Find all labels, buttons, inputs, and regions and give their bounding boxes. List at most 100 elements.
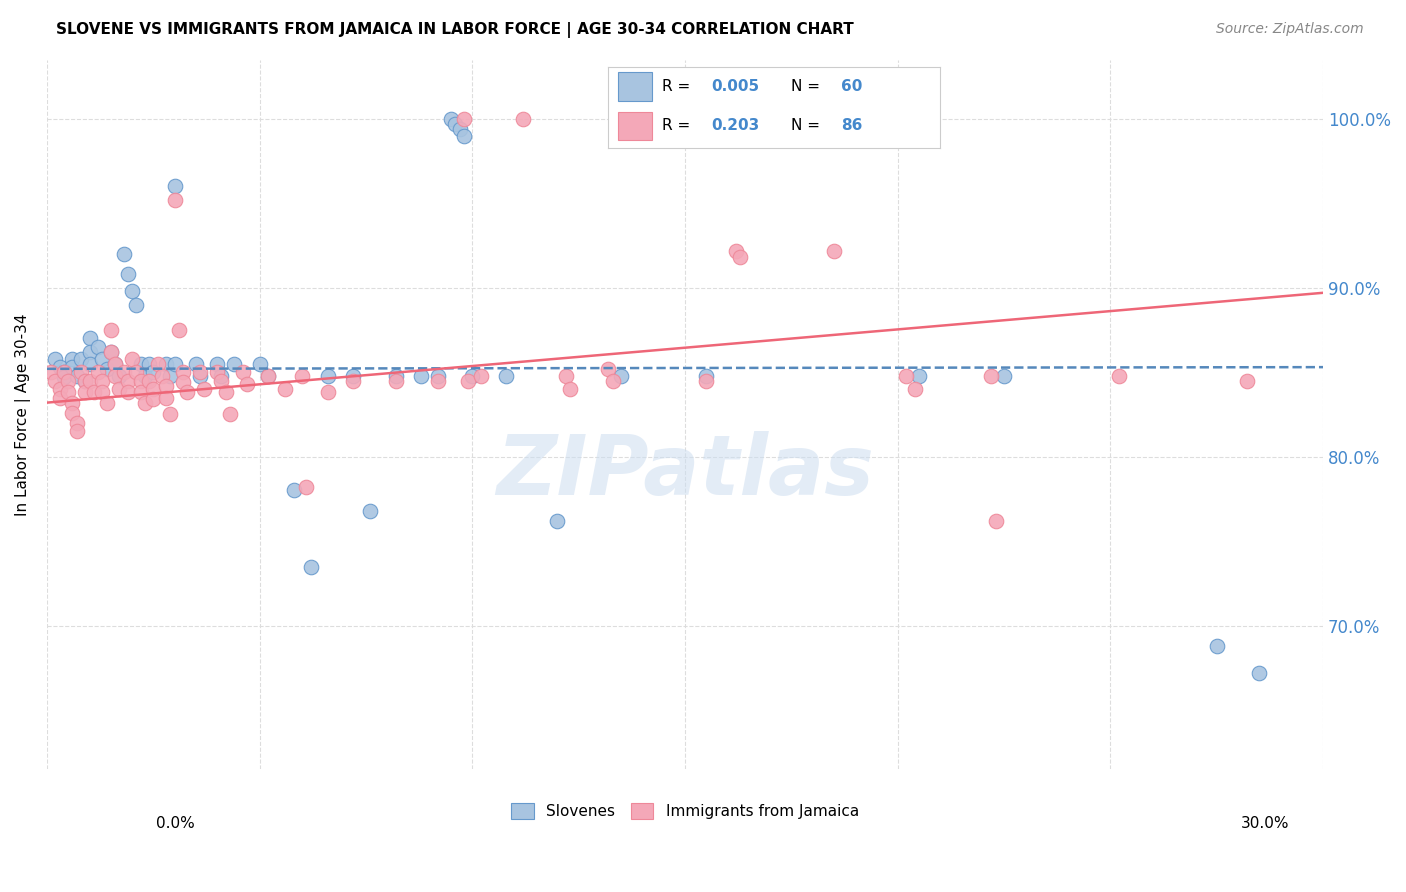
Point [117, 267, 139, 281]
Point [134, 368, 156, 383]
Point [100, 323, 122, 337]
Point [79, 374, 101, 388]
Point [100, 345, 122, 359]
Point [104, 357, 127, 371]
Point [257, 368, 280, 383]
Point [159, 408, 181, 422]
Point [342, 374, 364, 388]
Point [91, 374, 114, 388]
Point [75, 374, 97, 388]
Point [62, 406, 84, 420]
Point [48, 360, 70, 375]
Point [121, 284, 143, 298]
Point [53, 365, 76, 379]
Point [138, 374, 160, 388]
Point [87, 365, 110, 379]
Point [993, 368, 1015, 383]
Point [904, 382, 927, 396]
Point [155, 391, 177, 405]
Point [125, 365, 148, 379]
Point [66, 416, 89, 430]
Point [453, 112, 475, 126]
Point [176, 385, 198, 400]
Point [205, 357, 228, 371]
Point [316, 385, 339, 400]
Point [112, 365, 135, 379]
Point [249, 357, 271, 371]
Point [44, 374, 66, 388]
Point [188, 368, 211, 383]
Point [79, 357, 101, 371]
Point [117, 374, 139, 388]
Point [224, 357, 246, 371]
Point [730, 250, 752, 264]
Point [83, 385, 105, 400]
Point [112, 247, 135, 261]
Point [342, 368, 364, 383]
Point [236, 377, 259, 392]
Point [232, 365, 254, 379]
Point [104, 357, 127, 371]
Point [125, 297, 148, 311]
Point [155, 357, 177, 371]
Point [91, 351, 114, 366]
Point [129, 357, 152, 371]
Point [87, 340, 110, 354]
Point [1236, 374, 1258, 388]
Point [411, 368, 433, 383]
Point [79, 345, 101, 359]
Point [823, 244, 845, 258]
Point [62, 395, 84, 409]
Point [598, 361, 620, 376]
Text: Source: ZipAtlas.com: Source: ZipAtlas.com [1216, 22, 1364, 37]
Point [209, 368, 232, 383]
Point [385, 368, 408, 383]
Point [512, 112, 534, 126]
Point [146, 357, 169, 371]
Point [219, 408, 242, 422]
Point [58, 374, 80, 388]
Point [129, 385, 152, 400]
Point [79, 331, 101, 345]
Point [53, 365, 76, 379]
Point [1108, 368, 1130, 383]
Point [283, 483, 305, 498]
Point [48, 391, 70, 405]
Point [100, 345, 122, 359]
Point [908, 368, 931, 383]
Legend: Slovenes, Immigrants from Jamaica: Slovenes, Immigrants from Jamaica [505, 797, 865, 825]
Point [66, 368, 89, 383]
Point [602, 374, 624, 388]
Point [150, 368, 173, 383]
Point [193, 382, 215, 396]
Point [48, 382, 70, 396]
Point [96, 361, 118, 376]
Point [457, 374, 479, 388]
Point [159, 368, 181, 383]
Y-axis label: In Labor Force | Age 30-34: In Labor Force | Age 30-34 [15, 313, 31, 516]
Text: 30.0%: 30.0% [1241, 816, 1289, 831]
Point [142, 365, 165, 379]
Point [291, 368, 314, 383]
Point [444, 117, 467, 131]
Point [188, 365, 211, 379]
Point [129, 374, 152, 388]
Point [163, 193, 186, 207]
Point [108, 368, 131, 383]
Point [427, 368, 450, 383]
Point [62, 351, 84, 366]
Point [274, 382, 297, 396]
Point [66, 425, 89, 439]
Point [134, 395, 156, 409]
Point [205, 365, 228, 379]
Point [440, 112, 463, 126]
Text: 0.0%: 0.0% [156, 816, 195, 831]
Point [453, 128, 475, 143]
Point [184, 357, 207, 371]
Point [138, 357, 160, 371]
Point [495, 368, 517, 383]
Point [70, 365, 93, 379]
Point [385, 374, 408, 388]
Point [896, 368, 918, 383]
Point [560, 382, 582, 396]
